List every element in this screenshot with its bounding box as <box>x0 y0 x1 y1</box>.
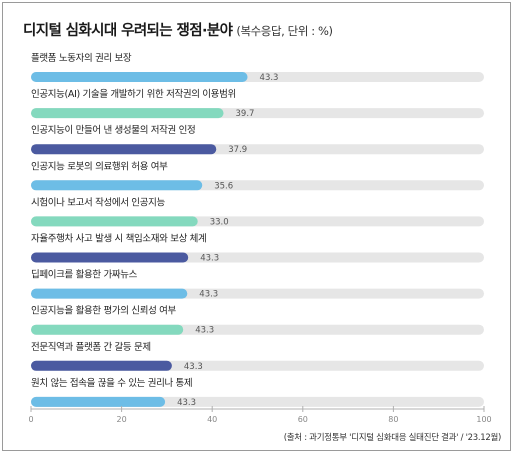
value-label: 39.7 <box>236 109 255 119</box>
source-note: (출처 : 과기정통부 '디지털 심화대응 실태진단 결과' / '23.12월… <box>283 433 502 443</box>
bar <box>31 324 184 335</box>
value-label: 43.3 <box>184 362 203 372</box>
x-tick-label: 0 <box>28 415 33 424</box>
bar <box>31 108 224 119</box>
category-label: 인공지능이 만들어 낸 생성물의 저작권 인정 <box>31 124 195 136</box>
value-label: 43.3 <box>200 254 219 264</box>
x-tick-label: 40 <box>207 415 217 424</box>
category-label: 원치 않는 접속을 끊을 수 있는 권리나 통제 <box>31 377 192 389</box>
bar <box>31 216 198 227</box>
bar <box>31 252 189 263</box>
value-label: 43.3 <box>195 326 214 336</box>
category-label: 전문직역과 플랫폼 간 갈등 문제 <box>31 341 151 353</box>
value-label: 33.0 <box>210 217 229 227</box>
bar <box>31 288 188 299</box>
x-tick-label: 60 <box>298 415 308 424</box>
value-label: 43.3 <box>199 290 218 300</box>
x-tick-label: 80 <box>388 415 398 424</box>
chart-title: 디지털 심화시대 우려되는 쟁점·분야 <box>23 23 233 39</box>
chart-header: 디지털 심화시대 우려되는 쟁점·분야 (복수응답, 단위 : %) <box>23 19 333 40</box>
value-label: 43.3 <box>177 398 196 408</box>
x-tick-label: 20 <box>117 415 127 424</box>
bar <box>31 144 217 155</box>
bar <box>31 72 248 82</box>
value-label: 37.9 <box>228 145 247 155</box>
category-label: 자율주행차 사고 발생 시 책임소재와 보상 체계 <box>31 233 206 245</box>
category-label: 인공지능 로봇의 의료행위 허용 여부 <box>31 160 168 172</box>
category-label: 인공지능을 활용한 평가의 신뢰성 여부 <box>31 305 177 317</box>
bar <box>31 360 172 371</box>
bar <box>31 396 166 407</box>
value-label: 43.3 <box>260 73 279 83</box>
category-label: 플랫폼 노동자의 권리 보장 <box>31 52 132 64</box>
bar <box>31 180 203 191</box>
category-label: 딥페이크를 활용한 가짜뉴스 <box>31 269 138 281</box>
value-label: 35.6 <box>214 181 233 191</box>
x-tick-label: 100 <box>476 415 491 424</box>
category-label: 시험이나 보고서 작성에서 인공지능 <box>31 197 165 208</box>
category-label: 인공지능(AI) 기술을 개발하기 위한 저작권의 이용범위 <box>31 88 236 100</box>
chart-subtitle: (복수응답, 단위 : %) <box>236 24 333 38</box>
